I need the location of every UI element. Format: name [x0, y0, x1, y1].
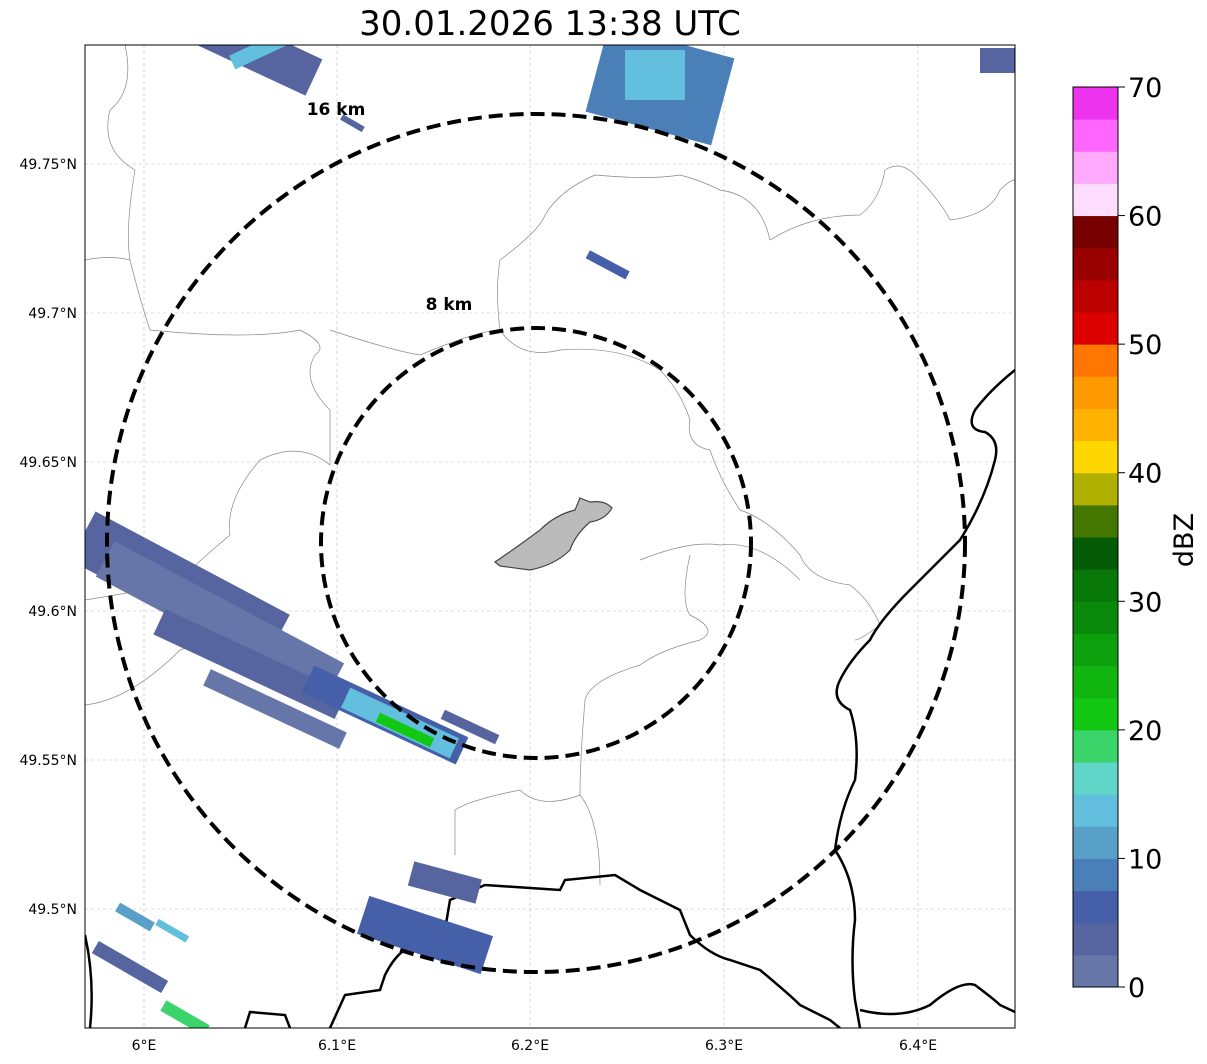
colorbar-tick-label: 30: [1128, 587, 1162, 618]
city-outline: [493, 497, 613, 571]
colorbar-tick-label: 0: [1128, 973, 1145, 1004]
colorbar-bin: [1073, 119, 1118, 152]
lon-ticks: 6°E 6.1°E 6.2°E 6.3°E 6.4°E: [132, 1038, 937, 1054]
range-ring-16km: [105, 112, 967, 974]
colorbar-bin: [1073, 633, 1118, 667]
colorbar-bin: [1073, 858, 1118, 892]
colorbar-bin: [1073, 472, 1118, 506]
lon-tick-label: 6.2°E: [511, 1038, 549, 1054]
colorbar-bin: [1073, 890, 1118, 924]
colorbar-bin: [1073, 408, 1118, 442]
lat-tick-label: 49.55°N: [19, 753, 77, 769]
colorbar-bin: [1073, 569, 1118, 602]
range-ring-8km: [319, 326, 753, 760]
lat-tick-label: 49.6°N: [28, 604, 77, 620]
radar-echoes: [85, 45, 1015, 1028]
colorbar-tick-label: 40: [1128, 459, 1162, 490]
lat-tick-label: 49.7°N: [28, 306, 77, 322]
lon-tick-label: 6.3°E: [705, 1038, 743, 1054]
colorbar-bin: [1073, 665, 1118, 699]
colorbar-bin: [1073, 954, 1118, 988]
chart-title: 30.01.2026 13:38 UTC: [359, 4, 741, 44]
colorbar-bin: [1073, 537, 1118, 570]
colorbar-frame: [1072, 86, 1119, 988]
colorbar-bin: [1073, 762, 1118, 795]
lon-tick-label: 6.1°E: [318, 1038, 356, 1054]
country-borders: [85, 369, 1015, 1028]
colorbar-bin: [1073, 601, 1118, 634]
colorbar-bin: [1073, 247, 1118, 281]
map-area: 8 km 16 km: [85, 45, 1015, 1028]
map-frame: [84, 44, 1016, 1029]
colorbar-bin: [1073, 697, 1118, 731]
ring-label-8km: 8 km: [426, 295, 473, 315]
colorbar-bin: [1073, 279, 1118, 313]
colorbar-bin: [1073, 151, 1118, 184]
colorbar-tick-label: 60: [1128, 202, 1162, 233]
lat-tick-label: 49.65°N: [19, 455, 77, 471]
colorbar-bin: [1073, 794, 1118, 827]
lat-tick-label: 49.75°N: [19, 157, 77, 173]
colorbar-bin: [1073, 922, 1118, 956]
colorbar-tick-label: 50: [1128, 330, 1162, 361]
lon-tick-label: 6.4°E: [899, 1038, 937, 1054]
colorbar-bin: [1073, 87, 1118, 120]
colorbar-tick-label: 70: [1128, 73, 1162, 104]
colorbar-label: dBZ: [1169, 513, 1200, 567]
colorbar-bin: [1073, 729, 1118, 763]
lat-ticks: 49.75°N 49.7°N 49.65°N 49.6°N 49.55°N 49.5°N: [19, 157, 77, 918]
gridlines: [85, 45, 1015, 1028]
colorbar-bin: [1073, 215, 1118, 249]
colorbar-bin: [1073, 344, 1118, 377]
colorbar-bin: [1073, 312, 1118, 345]
colorbar: 0 10 20 30 40 50 60 70: [1072, 73, 1162, 1004]
colorbar-tick-label: 20: [1128, 716, 1162, 747]
colorbar-bin: [1073, 440, 1118, 474]
colorbar-bin: [1073, 504, 1118, 538]
lat-tick-label: 49.5°N: [28, 902, 77, 918]
colorbar-bin: [1073, 376, 1118, 409]
ring-label-16km: 16 km: [307, 100, 366, 120]
colorbar-tick-label: 10: [1128, 844, 1162, 875]
lon-tick-label: 6°E: [132, 1038, 157, 1054]
colorbar-bin: [1073, 826, 1118, 859]
colorbar-bin: [1073, 183, 1118, 217]
